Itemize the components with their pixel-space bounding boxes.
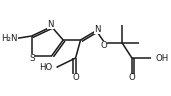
Text: O: O	[100, 41, 107, 50]
Text: N: N	[48, 20, 54, 29]
Text: O: O	[72, 74, 79, 82]
Text: O: O	[129, 74, 135, 82]
Text: N: N	[94, 25, 101, 34]
Text: H₂N: H₂N	[1, 34, 18, 43]
Text: S: S	[29, 54, 34, 63]
Text: OH: OH	[155, 53, 168, 62]
Text: HO: HO	[39, 63, 52, 72]
